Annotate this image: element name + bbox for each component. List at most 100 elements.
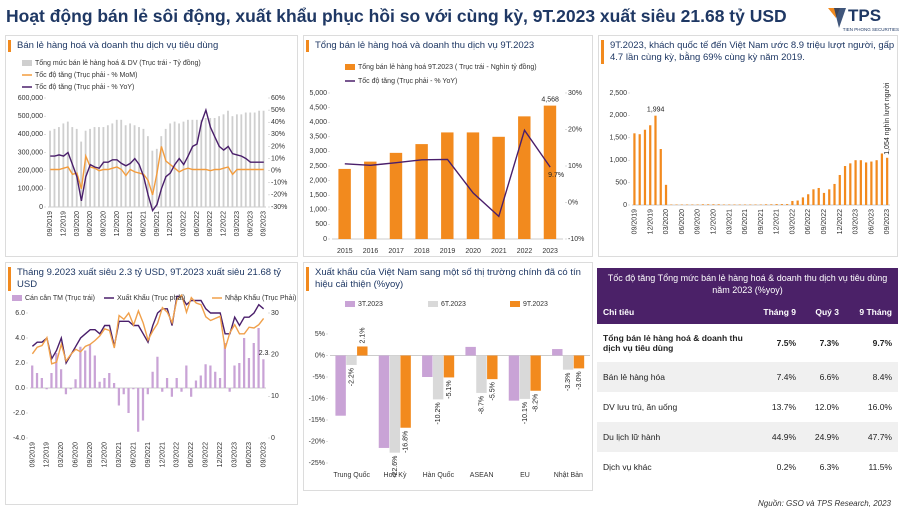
bar (244, 112, 247, 207)
bar (178, 123, 180, 207)
bar (137, 388, 140, 432)
bar (633, 133, 636, 205)
bar (775, 204, 778, 205)
cell: 47.7% (844, 422, 898, 452)
legend-label: 3T.2023 (358, 301, 383, 308)
x-tick-label: 06/2021 (140, 211, 147, 236)
x-tick-label: 09/2020 (695, 209, 702, 234)
y-tick-label: 1,000 (609, 157, 627, 164)
y-tick-label: 50% (271, 107, 285, 114)
x-tick-label: 09/2019 (47, 211, 54, 236)
table-row: Dịch vụ khác 0.2% 6.3% 11.5% (597, 452, 898, 482)
y-tick-label: 500 (615, 179, 627, 186)
x-tick-label: 03/2020 (663, 209, 670, 234)
y-tick-label: 0% (568, 199, 578, 206)
bar (180, 388, 183, 392)
bar (518, 116, 531, 239)
bar (112, 383, 116, 388)
x-tick-label: 06/2022 (805, 209, 812, 234)
bar (156, 356, 159, 388)
legend-label: 6T.2023 (441, 301, 466, 308)
bar (102, 127, 105, 207)
bar (160, 136, 163, 207)
cell: 11.5% (868, 462, 892, 472)
bar (257, 328, 260, 388)
bar (185, 365, 188, 388)
value-label: -8.7% (479, 396, 486, 414)
y-tick-label: 20% (271, 143, 285, 150)
y-tick-label: 40% (271, 119, 285, 126)
bar (88, 344, 92, 388)
bar (422, 355, 433, 377)
bar (701, 204, 704, 205)
x-tick-label: 06/2023 (868, 209, 875, 234)
y-tick-label: 0 (39, 204, 43, 211)
bar (870, 161, 873, 205)
header-cell: Quý 3 (815, 307, 839, 317)
cell: Dịch vụ khác (603, 462, 652, 472)
y-tick-label: 200,000 (18, 168, 43, 175)
y-tick-label: 10 (271, 393, 279, 400)
bar (71, 127, 74, 207)
bar (195, 119, 198, 207)
logo-subtext: TIEN PHONG SECURITIES (843, 27, 899, 32)
source: Nguồn: GSO và TPS Research, 2023 (758, 499, 891, 508)
cell: 0.2% (776, 462, 797, 472)
x-tick-label: 2019 (440, 248, 456, 255)
bar (138, 127, 140, 207)
value-label: -5.1% (446, 380, 453, 398)
x-tick-label: 2023 (542, 248, 558, 255)
bar (389, 152, 403, 239)
x-tick-label: 03/2022 (789, 209, 796, 234)
bar (55, 353, 58, 388)
x-tick-label: 03/2020 (74, 211, 81, 236)
bar (142, 128, 145, 207)
bar (717, 204, 720, 205)
cell: 7.3% (819, 338, 839, 348)
bar (712, 204, 715, 205)
bar (466, 132, 480, 239)
cell: 6.3% (819, 462, 839, 472)
bar (764, 204, 768, 205)
y-tick-label: 0.0 (15, 385, 25, 392)
bar (223, 343, 226, 388)
bar (864, 162, 868, 205)
bar (218, 116, 220, 207)
bar (233, 365, 236, 388)
line (50, 107, 264, 213)
bar (796, 200, 799, 205)
cell: 16.0% (867, 402, 892, 412)
bar (58, 127, 60, 207)
bar (659, 149, 662, 205)
cell: 6.6% (802, 362, 845, 392)
bar (476, 355, 487, 393)
x-tick-label: 03/2022 (181, 211, 188, 236)
bar (80, 141, 83, 207)
line (50, 146, 264, 196)
y-tick-label: -2.0 (13, 410, 25, 417)
x-tick-label: 09/2023 (884, 209, 891, 234)
chart-title: Bán lẻ hàng hoá và doanh thu dịch vụ tiê… (8, 40, 292, 52)
x-tick-label: 03/2023 (234, 211, 241, 236)
table: Chỉ tiêu Tháng 9 Quý 3 9 Tháng Tổng bán … (597, 300, 898, 482)
x-tick-label: 12/2022 (221, 211, 228, 236)
x-tick-label: Nhật Bản (554, 472, 583, 479)
bar (129, 123, 132, 207)
cell: 12.0% (814, 402, 839, 412)
legend-label: Nhập Khẩu (Trục Phải) (225, 294, 296, 302)
x-tick-label: 12/2022 (837, 209, 844, 234)
y-tick-label: 2,000 (609, 112, 627, 119)
value-label: 9.7% (548, 172, 564, 179)
bar (204, 364, 207, 388)
x-tick-label: 2022 (517, 248, 533, 255)
bar (89, 128, 91, 207)
y-tick-label: 20% (568, 126, 582, 133)
x-tick-label: 03/2021 (116, 442, 123, 467)
line (31, 295, 265, 365)
bar (165, 378, 169, 388)
x-tick-label: 09/2021 (145, 442, 152, 467)
bar (415, 144, 428, 239)
y-tick-label: -10% (568, 236, 584, 243)
